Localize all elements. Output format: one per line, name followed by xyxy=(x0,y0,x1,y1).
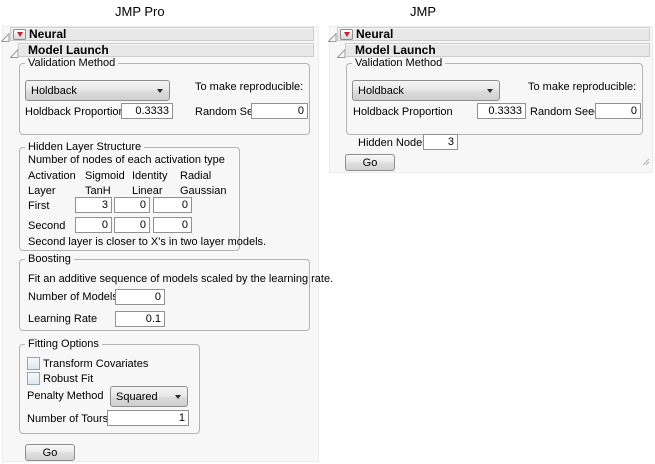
model-launch-header-label: Model Launch xyxy=(28,43,109,57)
red-triangle-menu-button[interactable] xyxy=(13,28,26,40)
neural-header-label: Neural xyxy=(29,27,67,41)
neural-header-label: Neural xyxy=(356,27,394,41)
penalty-method-dropdown[interactable]: Squared xyxy=(110,386,188,407)
col-header-tanh: TanH xyxy=(85,185,111,197)
hidden-layer-structure-group: Hidden Layer Structure Number of nodes o… xyxy=(19,141,266,251)
penalty-method-label: Penalty Method xyxy=(27,390,104,402)
page-title-jmp: JMP xyxy=(410,4,436,19)
model-launch-header-bar[interactable]: Model Launch xyxy=(18,43,314,57)
hidden-layer-structure-legend: Hidden Layer Structure xyxy=(25,141,145,154)
boosting-description: Fit an additive sequence of models scale… xyxy=(28,273,334,285)
number-of-models-input[interactable] xyxy=(115,289,165,305)
reproducible-hint-label: To make reproducible: xyxy=(195,81,304,93)
robust-fit-checkbox[interactable] xyxy=(27,372,40,385)
fitting-options-legend: Fitting Options xyxy=(25,338,102,351)
go-button[interactable]: Go xyxy=(345,154,395,171)
chevron-down-icon xyxy=(175,394,181,399)
validation-method-legend: Validation Method xyxy=(25,57,119,70)
go-button[interactable]: Go xyxy=(25,444,75,461)
validation-method-dropdown[interactable]: Holdback xyxy=(25,80,170,101)
validation-method-legend: Validation Method xyxy=(352,57,446,70)
jmp-report-panel: Neural Model Launch Validation Method Ho… xyxy=(327,26,653,173)
disclosure-triangle-icon[interactable] xyxy=(0,29,10,42)
neural-header-bar[interactable]: Neural xyxy=(10,27,314,41)
disclosure-triangle-icon[interactable] xyxy=(327,29,337,42)
robust-fit-label: Robust Fit xyxy=(43,373,94,385)
validation-method-group: Validation Method Holdback Holdback Prop… xyxy=(19,57,310,135)
holdback-proportion-label: Holdback Proportion xyxy=(25,106,125,118)
fitting-options-group: Fitting Options Transform Covariates Rob… xyxy=(19,338,200,434)
col-header-layer: Layer xyxy=(28,185,56,197)
first-layer-label: First xyxy=(28,200,50,212)
second-tanh-input[interactable] xyxy=(75,217,112,233)
random-seed-label: Random Seed xyxy=(530,106,601,118)
model-launch-header-label: Model Launch xyxy=(355,43,436,57)
learning-rate-label: Learning Rate xyxy=(28,313,98,325)
number-of-models-label: Number of Models xyxy=(28,291,118,303)
holdback-proportion-input[interactable] xyxy=(121,103,173,119)
reproducible-hint-label: To make reproducible: xyxy=(528,81,637,93)
activation-type-description: Number of nodes of each activation type xyxy=(28,154,225,166)
second-gaussian-input[interactable] xyxy=(153,217,192,233)
hidden-nodes-label: Hidden Nodes xyxy=(358,137,428,149)
neural-header-bar[interactable]: Neural xyxy=(337,27,650,41)
col-header-activation: Activation xyxy=(28,170,76,182)
learning-rate-input[interactable] xyxy=(115,311,165,327)
random-seed-input[interactable] xyxy=(595,103,641,119)
second-layer-label: Second xyxy=(28,220,66,232)
holdback-proportion-label: Holdback Proportion xyxy=(353,106,453,118)
col-header-linear: Linear xyxy=(132,185,163,197)
first-gaussian-input[interactable] xyxy=(153,197,192,213)
col-header-identity: Identity xyxy=(132,170,168,182)
boosting-group: Boosting Fit an additive sequence of mod… xyxy=(19,253,333,331)
transform-covariates-label: Transform Covariates xyxy=(43,358,149,370)
transform-covariates-checkbox[interactable] xyxy=(27,357,40,370)
hidden-nodes-input[interactable] xyxy=(423,134,458,150)
second-linear-input[interactable] xyxy=(114,217,150,233)
random-seed-input[interactable] xyxy=(251,103,308,119)
validation-method-value: Holdback xyxy=(358,84,404,97)
second-layer-note: Second layer is closer to X's in two lay… xyxy=(28,236,267,248)
validation-method-dropdown[interactable]: Holdback xyxy=(352,80,500,101)
first-tanh-input[interactable] xyxy=(75,197,112,213)
number-of-tours-input[interactable] xyxy=(107,410,189,426)
chevron-down-icon xyxy=(487,88,493,93)
page-title-jmp-pro: JMP Pro xyxy=(115,4,165,19)
red-triangle-icon xyxy=(16,31,23,37)
chevron-down-icon xyxy=(157,88,163,93)
jmp-pro-report-panel: Neural Model Launch Validation Method Ho… xyxy=(0,26,333,462)
resize-grip-icon[interactable] xyxy=(642,153,650,171)
validation-method-group: Validation Method Holdback Holdback Prop… xyxy=(346,57,643,135)
first-linear-input[interactable] xyxy=(114,197,150,213)
boosting-legend: Boosting xyxy=(25,253,74,266)
col-header-gaussian: Gaussian xyxy=(180,185,227,197)
random-seed-label: Random Seed xyxy=(195,106,266,118)
red-triangle-menu-button[interactable] xyxy=(340,28,353,40)
number-of-tours-label: Number of Tours xyxy=(27,413,109,425)
col-header-sigmoid: Sigmoid xyxy=(85,170,125,182)
red-triangle-icon xyxy=(343,31,350,37)
col-header-radial: Radial xyxy=(180,170,212,182)
penalty-method-value: Squared xyxy=(116,390,158,403)
holdback-proportion-input[interactable] xyxy=(477,103,526,119)
model-launch-header-bar[interactable]: Model Launch xyxy=(345,43,650,57)
validation-method-value: Holdback xyxy=(31,84,77,97)
